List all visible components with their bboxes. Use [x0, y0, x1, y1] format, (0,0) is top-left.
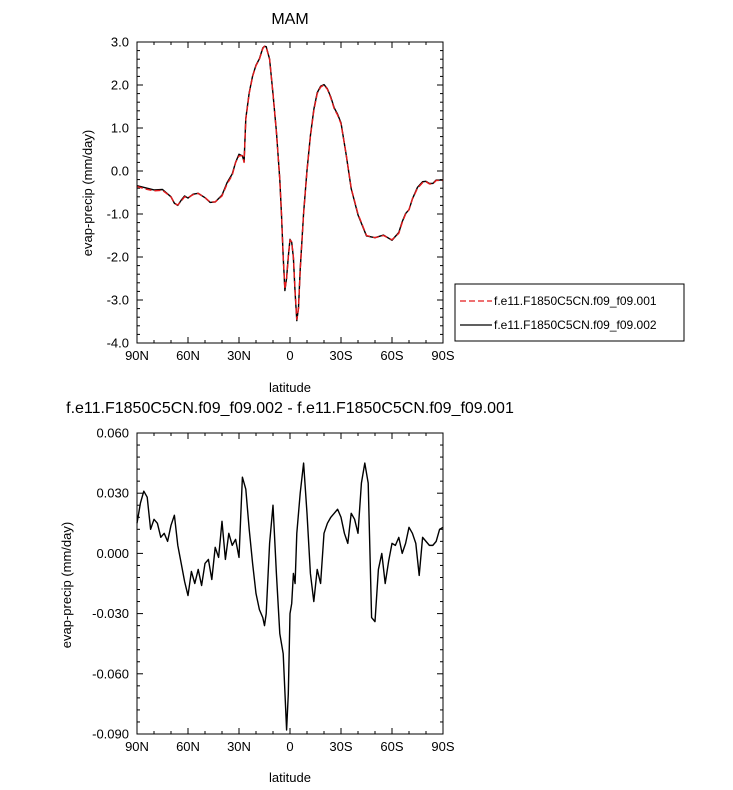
series-line-1	[136, 45, 443, 321]
top-plot-frame	[136, 41, 444, 344]
top-panel: MAM evap-precip (mm/day) latitude 90N 60N…	[80, 11, 455, 395]
y-tick-label: -0.090	[92, 727, 129, 742]
bottom-x-axis-label: latitude	[269, 770, 311, 785]
top-axis-ticks	[136, 41, 444, 344]
bottom-tick-labels: 90N 60N 30N 0 30S 60S 90S 0.060 0.030 0.000 -0.030…	[92, 426, 455, 755]
bottom-panel: f.e11.F1850C5CN.f09_f09.002 - f.e11.F185…	[59, 400, 514, 785]
x-tick-label: 60N	[176, 348, 200, 363]
x-tick-label: 30N	[227, 739, 251, 754]
top-x-axis-label: latitude	[269, 380, 311, 395]
top-series-group	[136, 45, 443, 322]
x-tick-label: 0	[286, 739, 293, 754]
x-tick-label: 90S	[431, 739, 454, 754]
legend-label-series-001: f.e11.F1850C5CN.f09_f09.001	[494, 294, 657, 308]
x-tick-label: 90S	[431, 348, 454, 363]
y-tick-label: 3.0	[111, 35, 129, 50]
x-tick-label: 60S	[380, 348, 403, 363]
x-tick-label: 30S	[329, 348, 352, 363]
legend-label-series-002: f.e11.F1850C5CN.f09_f09.002	[494, 318, 657, 332]
y-tick-label: -3.0	[107, 293, 129, 308]
top-y-axis-label: evap-precip (mm/day)	[80, 130, 95, 256]
bottom-y-axis-label: evap-precip (mm/day)	[59, 522, 74, 648]
bottom-plot-frame	[136, 432, 444, 735]
y-tick-label: -0.030	[92, 606, 129, 621]
y-tick-label: -4.0	[107, 336, 129, 351]
series-line-2	[136, 45, 443, 322]
series-line-1	[136, 462, 444, 731]
top-tick-labels: 90N 60N 30N 0 30S 60S 90S 3.0 2.0 1.0 0.0 -1.0 -2.0 -…	[107, 35, 455, 364]
y-tick-label: 0.000	[96, 546, 129, 561]
x-tick-label: 0	[286, 348, 293, 363]
x-tick-label: 90N	[125, 348, 149, 363]
y-tick-label: -0.060	[92, 666, 129, 681]
x-tick-label: 60N	[176, 739, 200, 754]
x-tick-label: 30N	[227, 348, 251, 363]
y-tick-label: 0.030	[96, 486, 129, 501]
y-tick-label: -1.0	[107, 207, 129, 222]
x-tick-label: 60S	[380, 739, 403, 754]
y-tick-label: 0.060	[96, 426, 129, 441]
top-chart-title: MAM	[271, 11, 308, 28]
y-tick-label: 1.0	[111, 121, 129, 136]
bottom-axis-ticks	[136, 432, 444, 735]
bottom-chart-title: f.e11.F1850C5CN.f09_f09.002 - f.e11.F185…	[66, 400, 514, 417]
legend-box	[454, 283, 685, 342]
x-tick-label: 30S	[329, 739, 352, 754]
y-tick-label: -2.0	[107, 250, 129, 265]
bottom-series-group	[136, 462, 444, 731]
x-tick-label: 90N	[125, 739, 149, 754]
y-tick-label: 0.0	[111, 164, 129, 179]
y-tick-label: 2.0	[111, 78, 129, 93]
legend: f.e11.F1850C5CN.f09_f09.001 f.e11.F1850C…	[454, 283, 685, 342]
